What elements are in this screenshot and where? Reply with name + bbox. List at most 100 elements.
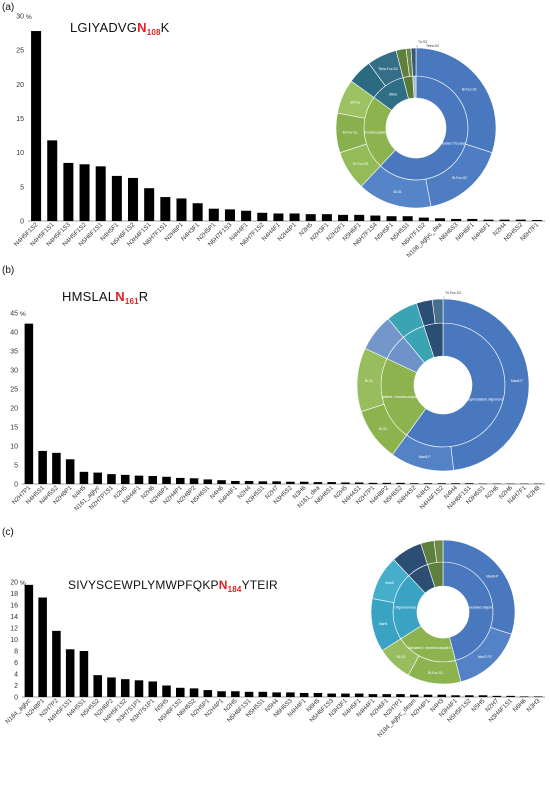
- y-tick-label: 10: [10, 637, 18, 644]
- panel-letter: (c): [2, 527, 14, 538]
- bar: [299, 692, 309, 697]
- y-tick-label: 45: [10, 311, 18, 318]
- bar: [93, 675, 102, 697]
- bar: [327, 482, 336, 484]
- bar: [483, 219, 494, 221]
- peptide-prefix: SIVYSCEWPLYMWPFQKP: [68, 578, 219, 592]
- x-tick-label: N2H6: [484, 484, 501, 501]
- bar: [189, 688, 199, 697]
- glycosite-number: 161: [124, 297, 139, 306]
- x-tick-label: N4H6F1: [471, 221, 493, 243]
- sunburst-segment-label: Sialylated / monofucosylated: [377, 395, 420, 399]
- sunburst-segment-label: Bi-Fuc-S1: [343, 131, 358, 135]
- bar: [38, 450, 47, 484]
- sunburst-segment-label: Bi-Fuc-S2: [452, 176, 467, 180]
- y-tick-label: 10: [16, 150, 24, 157]
- glycosite-number: 184: [227, 585, 242, 594]
- sunburst-callout-label: Tetra-S3: [426, 44, 439, 48]
- y-tick-label: 5: [20, 184, 24, 191]
- panel-a: (a) LGIYADVGN108K 0 5 10 15 20 25 30% N4H5F1S2 N…: [0, 0, 550, 263]
- sunburst-segment-label: Tetra-Fuc-S2: [378, 67, 398, 71]
- bar: [47, 140, 58, 221]
- bar: [52, 452, 61, 484]
- bar: [38, 597, 47, 697]
- x-tick-label: N2H8: [525, 484, 542, 501]
- bar: [368, 694, 378, 697]
- sunburst-segment-label: Sialylated / fucosylated: [437, 142, 472, 146]
- bar: [423, 483, 433, 484]
- sunburst-outer-segment: [433, 539, 444, 563]
- bar: [465, 695, 474, 697]
- y-tick-label: 25: [10, 387, 18, 394]
- bar: [24, 323, 34, 484]
- bar: [451, 695, 460, 697]
- bar: [148, 476, 158, 484]
- sunburst-segment-label: Bi-Fuc-S1: [462, 88, 477, 92]
- bar: [208, 208, 219, 221]
- bar: [506, 695, 515, 697]
- y-tick-label: 40: [10, 330, 18, 337]
- y-unit-label: %: [20, 580, 26, 587]
- bar: [65, 649, 75, 697]
- peptide-suffix: K: [160, 20, 170, 35]
- bar: [354, 482, 364, 484]
- bar: [286, 692, 295, 697]
- bar: [321, 214, 332, 221]
- bar: [520, 696, 529, 697]
- sunburst-callout-label: Tri-S3: [418, 40, 427, 44]
- bar: [79, 471, 89, 484]
- bar: [341, 482, 350, 484]
- bar: [162, 685, 171, 697]
- sunburst-segment-label: Bi-Fuc-S1: [428, 671, 443, 675]
- y-tick-label: 25: [16, 48, 24, 55]
- sunburst-segment-label: Bi-Fuc: [351, 100, 361, 104]
- bar: [63, 162, 74, 221]
- bar: [499, 219, 510, 221]
- sunburst-segment-label: Man7-P2: [478, 655, 492, 659]
- sunburst-callout-line: [419, 47, 422, 50]
- y-tick-label: 15: [16, 116, 24, 123]
- peptide-prefix: HMSLAL: [62, 289, 116, 304]
- bar: [299, 481, 309, 484]
- panel-letter: (a): [2, 2, 15, 13]
- panel-c: (c) SIVYSCEWPLYMWPFQKPN184YTEIR 0 2 4 6 8 10 1…: [0, 525, 550, 789]
- y-tick-label: 12: [10, 626, 18, 633]
- bar: [107, 677, 116, 697]
- sunburst-segment-label: Man8-P: [486, 575, 499, 579]
- sunburst-segment-label: Bi-S2: [379, 427, 387, 431]
- bar: [134, 475, 144, 484]
- bar: [31, 31, 42, 222]
- bar: [231, 691, 240, 697]
- bar: [370, 215, 381, 221]
- bar: [217, 480, 226, 484]
- bar: [386, 216, 397, 221]
- bar: [382, 482, 391, 484]
- sunburst-chart: Sialylated / fucosylated Monofucosylated O…: [335, 40, 497, 209]
- bar: [396, 694, 405, 697]
- bar: [134, 680, 144, 697]
- bar: [515, 219, 526, 221]
- bar: [531, 219, 542, 221]
- bar: [341, 693, 350, 697]
- bar: [354, 214, 365, 221]
- y-tick-label: 10: [10, 444, 18, 451]
- y-tick-label: 16: [10, 603, 18, 610]
- x-tick-label: N6H6: [512, 697, 529, 714]
- sunburst-segment-label: Man8-P: [419, 455, 432, 459]
- y-tick-label: 2: [14, 683, 18, 690]
- y-tick-label: 14: [10, 614, 18, 621]
- sunburst-segment-label: Man6-P: [511, 379, 524, 383]
- sunburst-segment-label: Bi-S1: [365, 379, 373, 383]
- bar: [368, 482, 378, 484]
- bar: [478, 695, 488, 697]
- bar: [111, 175, 122, 221]
- bar: [224, 209, 235, 221]
- bar: [203, 479, 213, 484]
- bar: [217, 691, 226, 697]
- sunburst-segment-label: Phosphorylated oligomannose: [458, 606, 504, 610]
- bar: [273, 213, 284, 221]
- sunburst-segment-label: Man6: [385, 581, 394, 585]
- bar: [423, 694, 433, 697]
- y-tick-label: 5: [14, 463, 18, 470]
